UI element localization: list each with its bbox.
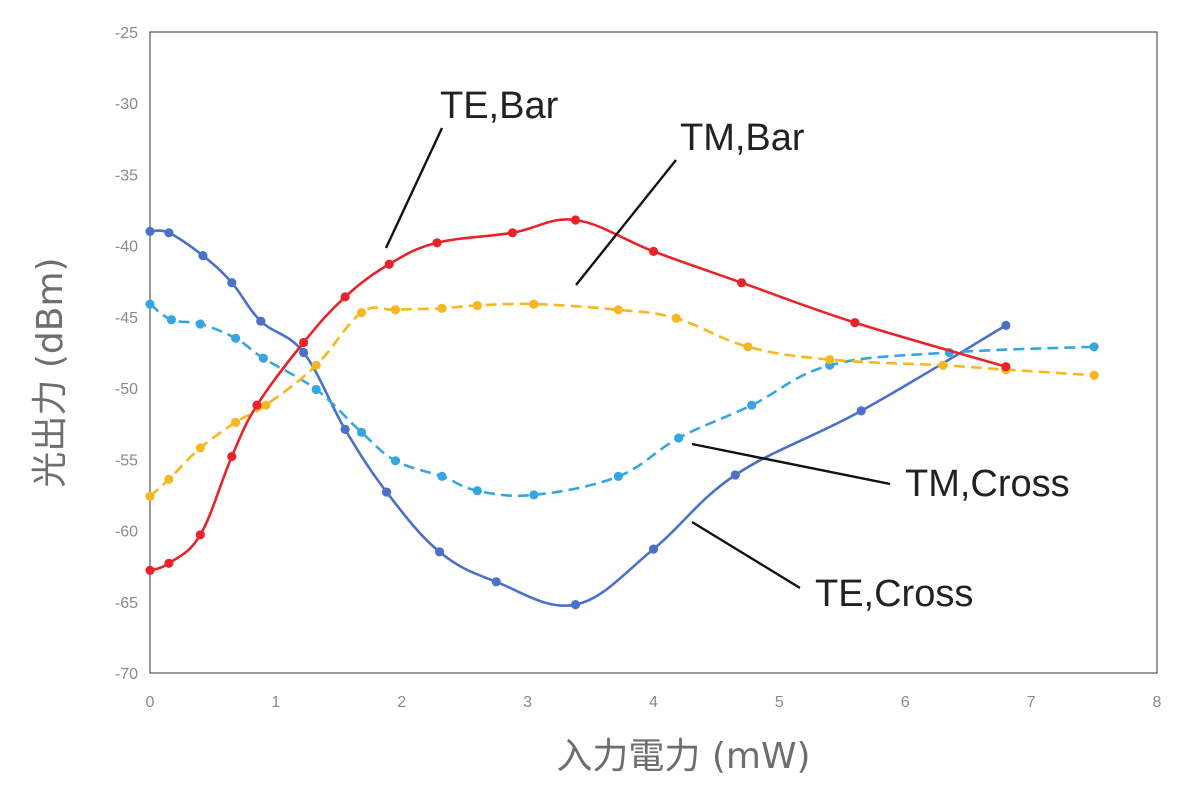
data-point-te-bar [340, 292, 350, 302]
data-point-te-cross [299, 347, 309, 358]
data-point-te-cross [340, 424, 350, 434]
data-point-tm-cross [356, 427, 367, 437]
data-point-te-bar [507, 228, 518, 238]
annotation-leader-line [575, 159, 677, 286]
annotation-leader-line [384, 127, 444, 249]
y-tick-label: -55 [115, 452, 138, 469]
data-point-tm-cross [1089, 342, 1099, 352]
data-point-tm-cross [613, 471, 623, 481]
data-point-tm-bar [195, 443, 205, 453]
y-tick-label: -35 [115, 167, 138, 184]
data-point-te-cross [382, 487, 392, 497]
y-axis-ticks: -25 -30 -35 -40 -45 -50 -55 -60 -65 -70 [115, 25, 138, 683]
data-point-tm-cross [390, 456, 401, 466]
data-point-tm-cross [674, 433, 684, 443]
data-point-tm-bar [437, 303, 447, 313]
data-point-tm-bar [145, 491, 155, 501]
data-point-te-bar [850, 318, 860, 328]
data-point-te-bar [737, 278, 747, 288]
series-line-te-bar [149, 218, 1007, 572]
data-point-tm-bar [743, 342, 753, 352]
data-point-te-bar [145, 565, 155, 576]
data-point-tm-cross [529, 490, 539, 500]
data-point-tm-bar [938, 360, 948, 370]
data-point-tm-cross [437, 471, 447, 481]
data-point-te-bar [195, 530, 205, 540]
y-tick-label: -70 [115, 666, 138, 683]
y-tick-label: -25 [115, 25, 138, 42]
data-point-tm-bar [164, 474, 174, 484]
data-point-te-bar [570, 215, 581, 225]
y-tick-label: -40 [115, 239, 138, 256]
x-tick-label: 8 [1153, 694, 1162, 711]
data-point-tm-bar [311, 360, 321, 370]
data-point-te-cross [434, 547, 445, 557]
y-tick-label: -30 [115, 96, 138, 113]
data-point-te-cross [856, 406, 866, 416]
data-point-te-bar [227, 451, 237, 462]
annotation-leader-line [691, 442, 891, 486]
x-tick-label: 2 [397, 694, 406, 711]
x-axis-title: 入力電力 (mW) [556, 736, 810, 777]
x-tick-label: 5 [775, 694, 784, 711]
data-point-te-cross [491, 577, 501, 587]
data-point-te-cross [648, 544, 659, 554]
y-tick-label: -50 [115, 381, 138, 398]
x-tick-label: 7 [1027, 694, 1036, 711]
data-point-tm-bar [261, 400, 271, 410]
data-point-te-cross [198, 251, 208, 261]
annotation-leaders [384, 127, 891, 590]
data-point-te-bar [252, 400, 262, 410]
x-tick-label: 0 [146, 694, 155, 711]
data-point-tm-cross [747, 400, 757, 410]
annotation-te-cross: TE,Cross [815, 573, 973, 615]
data-point-te-cross [730, 470, 740, 480]
data-point-te-cross [1001, 320, 1011, 330]
data-point-tm-cross [311, 384, 321, 395]
data-point-te-cross [164, 228, 174, 238]
y-tick-label: -60 [115, 524, 138, 541]
y-tick-label: -45 [115, 310, 138, 327]
data-point-tm-cross [231, 333, 241, 343]
x-tick-label: 4 [649, 694, 658, 711]
data-point-tm-bar [1089, 370, 1099, 380]
x-axis-ticks: 0 1 2 3 4 5 6 7 8 [146, 694, 1162, 711]
series-line-te-cross [149, 229, 1007, 607]
data-point-tm-bar [671, 313, 681, 323]
annotation-tm-bar: TM,Bar [680, 117, 805, 159]
data-point-te-bar [432, 238, 442, 248]
data-point-tm-bar [356, 308, 367, 318]
annotation-tm-cross: TM,Cross [905, 463, 1070, 505]
data-point-tm-bar [390, 305, 401, 315]
annotation-te-bar: TE,Bar [440, 85, 559, 127]
data-point-tm-bar [529, 299, 539, 309]
data-point-te-bar [1001, 362, 1011, 372]
annotation-leader-line [691, 520, 801, 590]
data-point-tm-cross [145, 299, 155, 309]
plot-area-frame [149, 31, 1158, 674]
data-point-tm-bar [472, 300, 482, 311]
y-tick-label: -65 [115, 595, 138, 612]
data-point-te-cross [145, 226, 155, 236]
y-axis-title: 光出力 (dBm) [30, 257, 71, 487]
data-point-tm-cross [472, 486, 482, 496]
data-point-tm-cross [258, 353, 268, 363]
data-point-te-bar [648, 246, 659, 256]
data-point-tm-cross [195, 319, 205, 329]
data-point-te-cross [570, 600, 581, 610]
data-point-tm-bar [231, 417, 241, 427]
x-tick-label: 6 [901, 694, 910, 711]
data-point-tm-bar [825, 355, 835, 365]
data-point-te-cross [256, 316, 266, 326]
x-tick-label: 1 [271, 694, 280, 711]
data-point-te-bar [299, 337, 309, 348]
data-point-tm-bar [613, 305, 623, 315]
data-series [145, 215, 1099, 610]
data-point-te-cross [227, 278, 237, 288]
data-point-te-bar [384, 259, 394, 269]
x-tick-label: 3 [523, 694, 532, 711]
data-point-te-bar [164, 558, 174, 568]
data-point-tm-cross [166, 315, 176, 325]
